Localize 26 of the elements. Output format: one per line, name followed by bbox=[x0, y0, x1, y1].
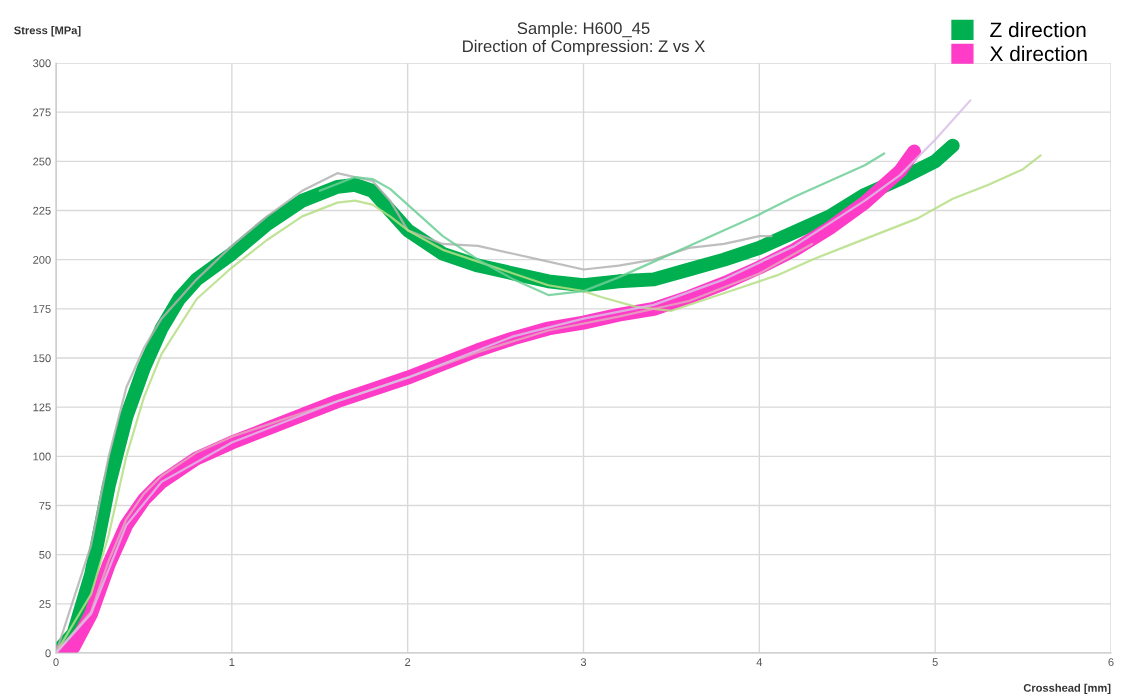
y-tick-label: 150 bbox=[33, 354, 51, 363]
legend-label: Z direction bbox=[990, 21, 1086, 38]
legend-label: X direction bbox=[989, 45, 1087, 62]
y-tick-label: 200 bbox=[33, 255, 51, 264]
y-tick-label: 50 bbox=[39, 550, 51, 559]
chart-title: Sample: H600_45 Direction of Compression: Z vs X bbox=[463, 21, 705, 56]
y-tick-label: 175 bbox=[33, 305, 51, 313]
x-tick-label: 2 bbox=[405, 658, 411, 666]
x-tick-label: 5 bbox=[932, 658, 938, 667]
x-tick-label: 0 bbox=[53, 658, 59, 667]
y-tick-label: 25 bbox=[39, 600, 51, 608]
y-tick-label: 250 bbox=[33, 157, 51, 166]
y-tick-label: 0 bbox=[45, 649, 51, 658]
y-tick-label: 275 bbox=[33, 108, 51, 117]
x-tick-label: 4 bbox=[756, 658, 763, 666]
x-tick-label: 3 bbox=[580, 658, 587, 667]
y-tick-label: 225 bbox=[33, 206, 51, 215]
y-tick-label: 100 bbox=[33, 452, 51, 461]
x-tick-label: 1 bbox=[229, 658, 235, 666]
y-tick-label: 75 bbox=[39, 501, 51, 510]
y-tick-label: 125 bbox=[33, 403, 51, 412]
y-axis-title: Stress [MPa] bbox=[14, 26, 81, 37]
line-series bbox=[318, 152, 886, 297]
x-tick-label: 6 bbox=[1108, 658, 1114, 667]
y-tick-label: 300 bbox=[33, 59, 51, 68]
x-axis-title: Crosshead [mm] bbox=[1023, 683, 1111, 695]
